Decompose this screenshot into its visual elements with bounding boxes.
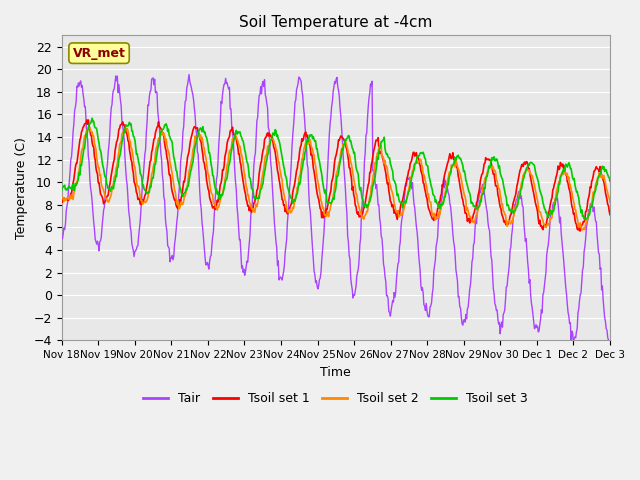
X-axis label: Time: Time: [321, 366, 351, 379]
Y-axis label: Temperature (C): Temperature (C): [15, 137, 28, 239]
Title: Soil Temperature at -4cm: Soil Temperature at -4cm: [239, 15, 433, 30]
Text: VR_met: VR_met: [72, 47, 125, 60]
Legend: Tair, Tsoil set 1, Tsoil set 2, Tsoil set 3: Tair, Tsoil set 1, Tsoil set 2, Tsoil se…: [138, 387, 533, 410]
